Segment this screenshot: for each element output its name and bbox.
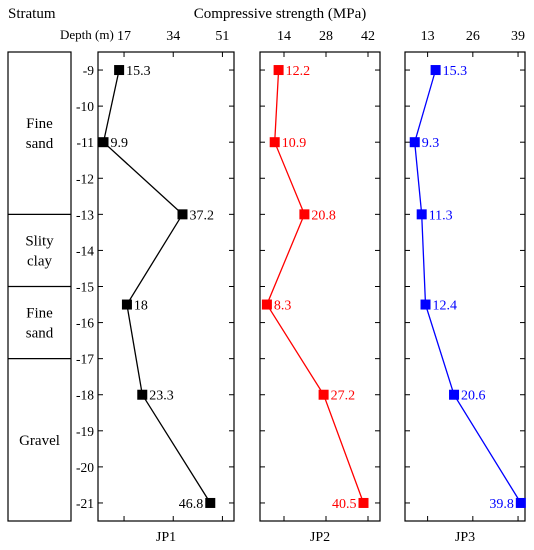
stratum-label: sand xyxy=(26,136,54,152)
series-line xyxy=(414,69,522,504)
panel-jp1: 17 34 51 15.3 9.9 37.2 18 23.3 46.8 JP1 xyxy=(97,29,235,545)
data-point xyxy=(205,497,216,508)
depth-tick-label: -21 xyxy=(76,496,94,511)
data-label: 12.2 xyxy=(286,64,311,79)
data-label: 18 xyxy=(134,299,148,314)
x-tick-label: 26 xyxy=(466,29,480,44)
depth-tick-label: -17 xyxy=(76,352,94,367)
data-label: 20.6 xyxy=(461,389,486,404)
depth-tick-label: -13 xyxy=(76,207,94,222)
data-point xyxy=(318,389,329,400)
data-label: 11.3 xyxy=(429,208,453,223)
depth-tick-label: -16 xyxy=(76,316,94,331)
data-point xyxy=(416,209,427,220)
stratum-label: clay xyxy=(27,253,52,269)
depth-tick-label: -11 xyxy=(77,135,95,150)
panel-label: JP1 xyxy=(156,530,176,545)
data-label: 20.8 xyxy=(311,208,336,223)
data-label: 37.2 xyxy=(189,208,214,223)
stratum-label: Fine xyxy=(26,306,53,322)
x-tick-label: 28 xyxy=(319,29,333,44)
depth-tick-label: -15 xyxy=(76,280,94,295)
panels: 17 34 51 15.3 9.9 37.2 18 23.3 46.8 JP1 14 28 42 12.2… xyxy=(97,29,526,545)
stratum-column: Fine sand Slity clay Fine sand Gravel xyxy=(7,51,72,522)
data-point xyxy=(269,137,280,148)
panel-label: JP2 xyxy=(310,530,330,545)
data-label: 39.8 xyxy=(489,497,514,512)
stratum-label: Slity xyxy=(25,233,54,249)
data-point xyxy=(273,65,284,76)
data-label: 12.4 xyxy=(433,299,458,314)
x-tick-label: 13 xyxy=(421,29,435,44)
panel-label: JP3 xyxy=(455,530,475,545)
data-point xyxy=(114,65,125,76)
panel-frame xyxy=(404,51,526,522)
series-line xyxy=(266,69,365,504)
panel-frame xyxy=(259,51,381,522)
depth-tick-label: -14 xyxy=(76,243,94,258)
stratum-label: Fine xyxy=(26,116,53,132)
x-tick-label: 42 xyxy=(361,29,375,44)
x-tick-label: 14 xyxy=(277,29,291,44)
data-point xyxy=(515,497,526,508)
data-label: 9.9 xyxy=(110,136,128,151)
data-point xyxy=(261,299,272,310)
x-tick-label: 51 xyxy=(215,29,229,44)
data-point xyxy=(449,389,460,400)
data-point xyxy=(137,389,148,400)
depth-axis-label: Depth (m) xyxy=(60,27,114,42)
stratum-header: Stratum xyxy=(8,6,56,22)
data-label: 8.3 xyxy=(274,299,292,314)
panel-jp2: 14 28 42 12.2 10.9 20.8 8.3 27.2 40.5 JP2 xyxy=(259,29,381,545)
depth-tick-label: -10 xyxy=(76,99,94,114)
data-point xyxy=(420,299,431,310)
panel-jp3: 13 26 39 15.3 9.3 11.3 12.4 20.6 39.8 JP3 xyxy=(404,29,526,545)
depth-tick-label: -9 xyxy=(83,63,94,78)
depth-axis: -9 -10 -11 -12 -13 -14 -15 -16 -17 -18 -19 -20 -21 xyxy=(76,63,94,511)
data-label: 10.9 xyxy=(282,136,307,151)
data-point xyxy=(430,65,441,76)
data-label: 15.3 xyxy=(443,64,468,79)
depth-tick-label: -12 xyxy=(76,171,94,186)
data-point xyxy=(299,209,310,220)
data-point xyxy=(358,497,369,508)
stratum-label: Gravel xyxy=(19,433,60,449)
data-label: 9.3 xyxy=(422,136,440,151)
data-label: 27.2 xyxy=(331,389,356,404)
data-label: 23.3 xyxy=(149,389,174,404)
stratum-label: sand xyxy=(26,326,54,342)
x-tick-label: 34 xyxy=(166,29,180,44)
data-label: 46.8 xyxy=(179,497,204,512)
data-label: 15.3 xyxy=(126,64,151,79)
figure-title: Compressive strength (MPa) xyxy=(194,6,366,22)
depth-tick-label: -19 xyxy=(76,424,94,439)
data-point xyxy=(177,209,188,220)
data-point xyxy=(409,137,420,148)
depth-tick-label: -18 xyxy=(76,388,94,403)
x-tick-label: 17 xyxy=(117,29,131,44)
data-label: 40.5 xyxy=(332,497,357,512)
data-point xyxy=(121,299,132,310)
panel-frame xyxy=(97,51,235,522)
series-line xyxy=(102,69,211,504)
x-tick-label: 39 xyxy=(511,29,525,44)
data-point xyxy=(98,137,109,148)
depth-tick-label: -20 xyxy=(76,460,94,475)
